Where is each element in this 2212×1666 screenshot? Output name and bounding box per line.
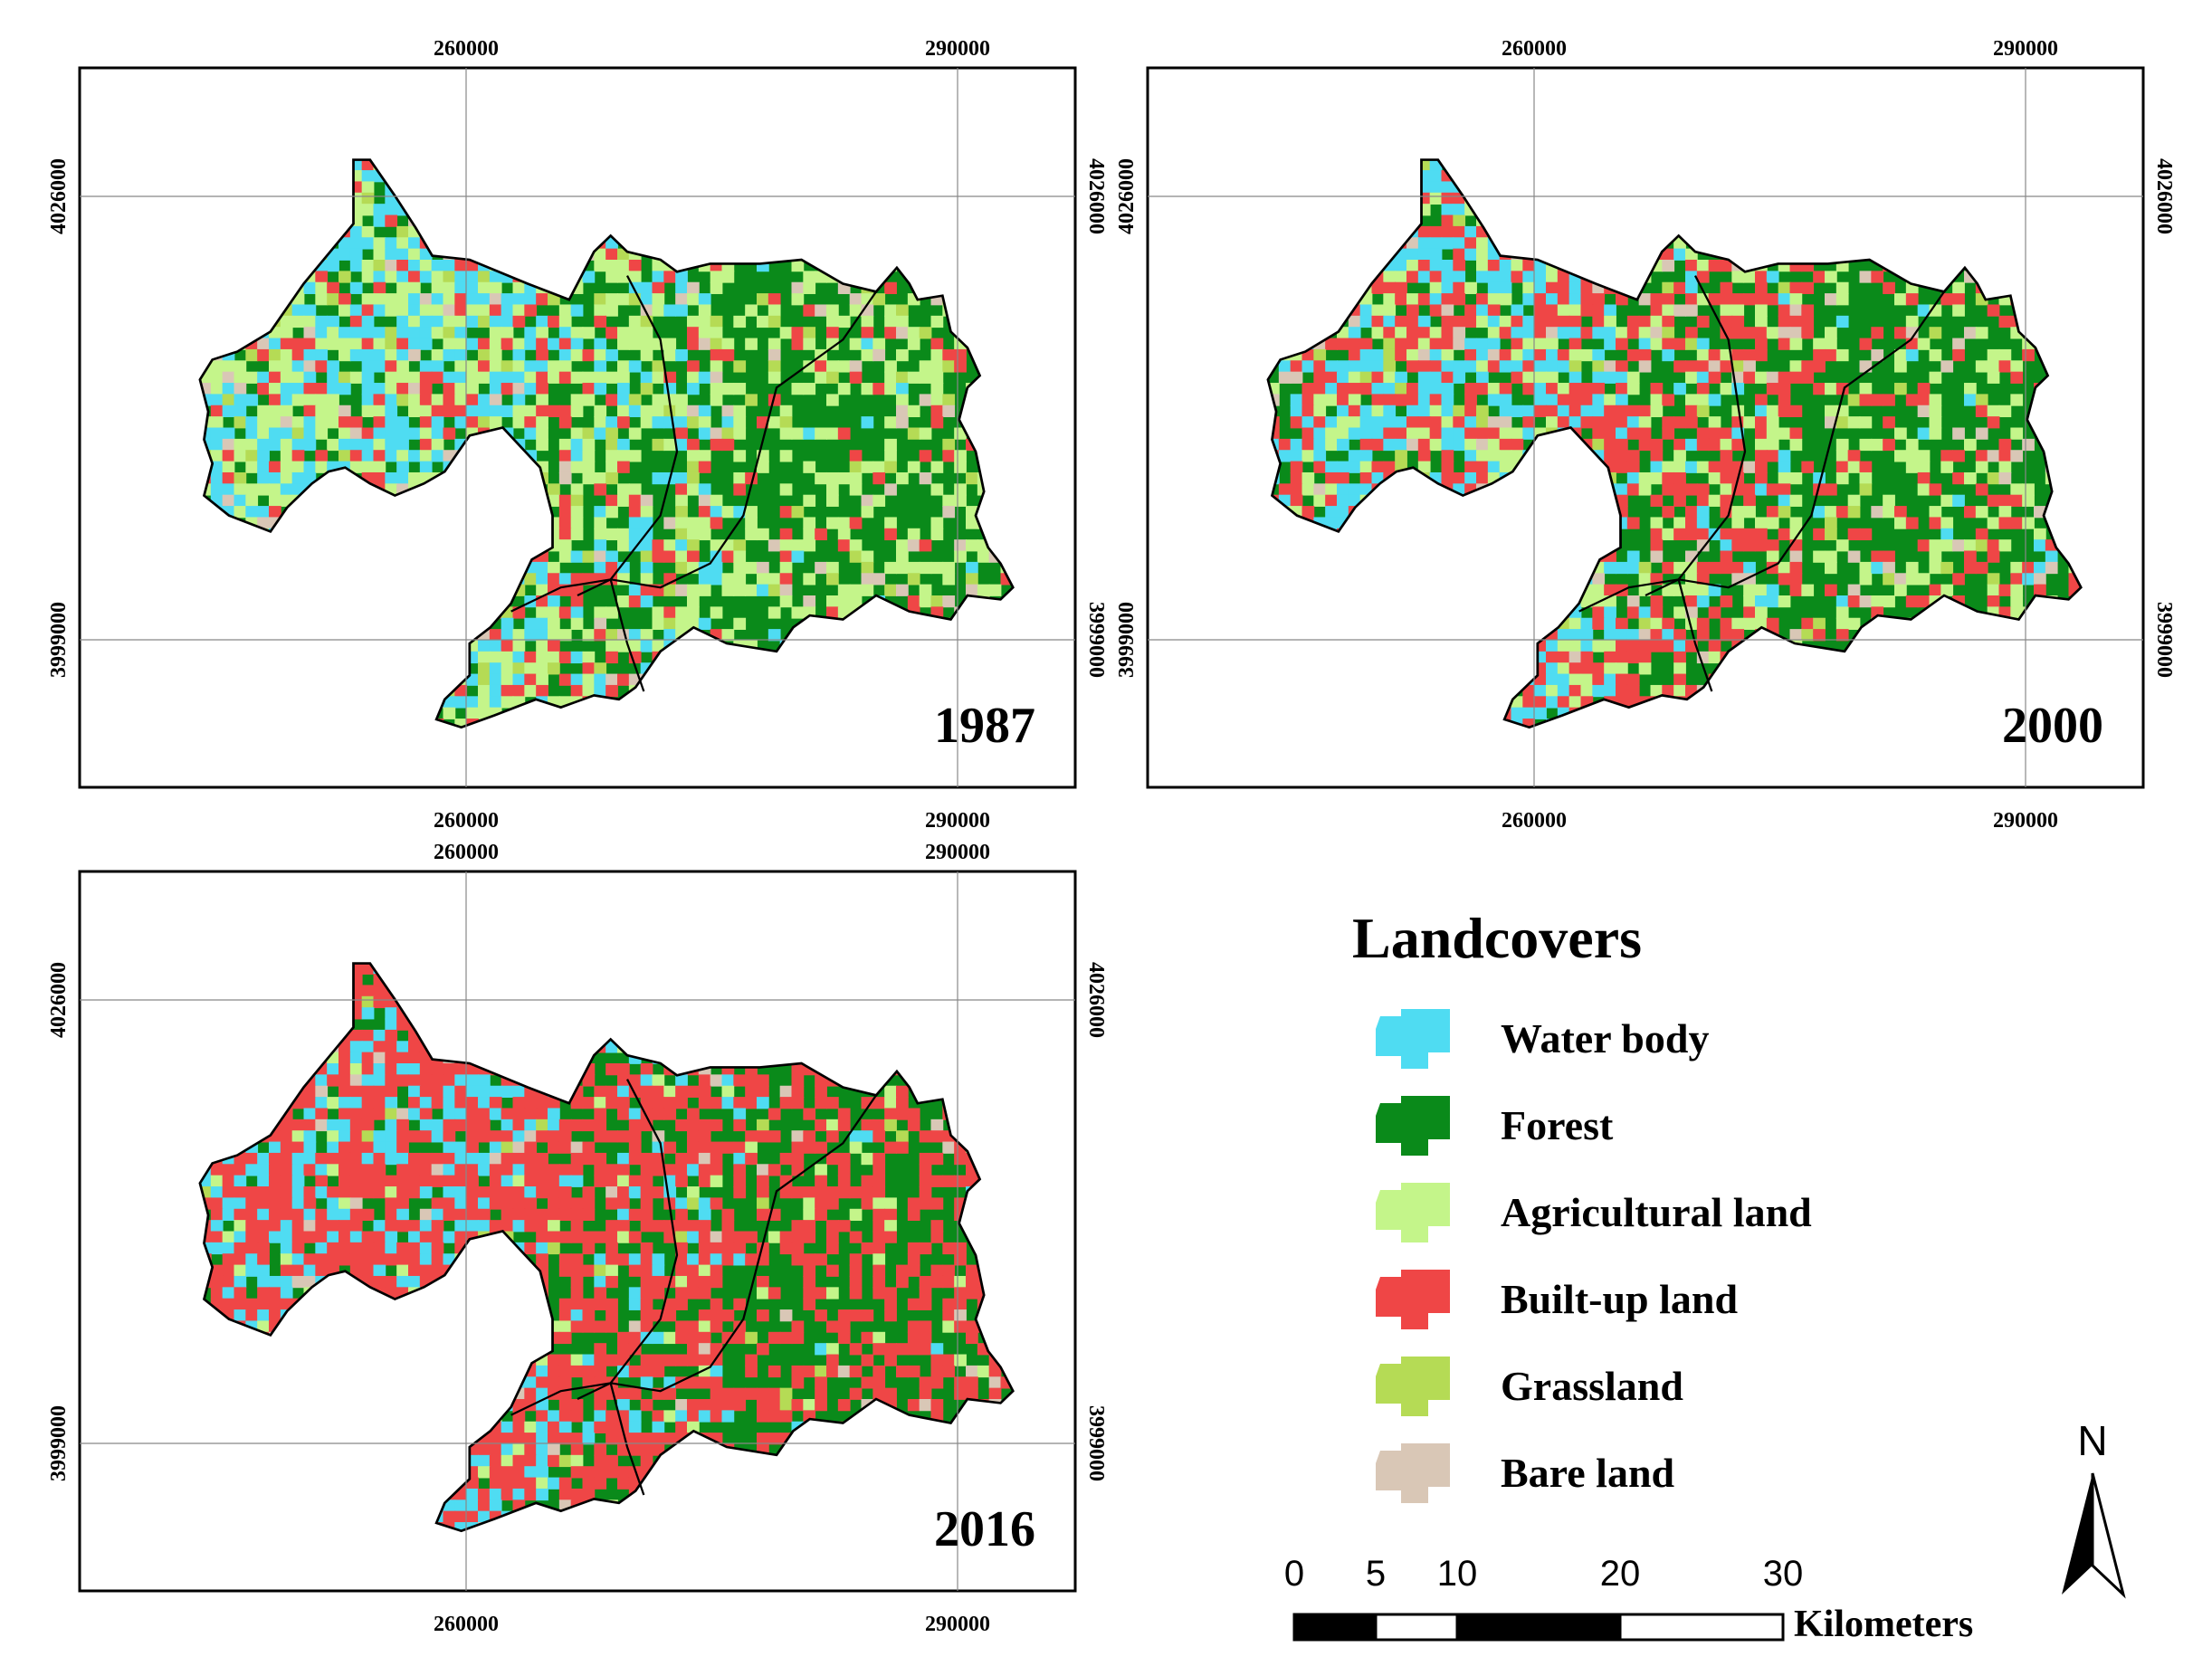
north-arrow: N: [2062, 1417, 2126, 1599]
y-coordinate-label: 3999000: [1115, 602, 1139, 678]
scale-unit-label: Kilometers: [1794, 1604, 1973, 1645]
x-coordinate-label: 260000: [434, 841, 499, 864]
map-year-label: 2000: [2002, 698, 2103, 754]
y-coordinate-label: 4026000: [47, 962, 71, 1038]
grassland-swatch-icon: [1376, 1357, 1450, 1416]
district-boundary: [610, 1094, 877, 1393]
district-boundary: [1645, 275, 1747, 596]
agricultural-land-swatch-icon: [1376, 1183, 1450, 1242]
y-coordinate-label: 4026000: [1084, 962, 1108, 1038]
x-coordinate-label: 260000: [434, 809, 499, 833]
legend-item: Forest: [1376, 1096, 1614, 1156]
scale-segment: [1618, 1613, 1785, 1642]
y-coordinate-label: 4026000: [2152, 158, 2176, 234]
legend-title: Landcovers: [1352, 906, 1642, 970]
x-coordinate-label: 290000: [925, 37, 990, 61]
map-year-label: 2016: [934, 1501, 1035, 1557]
legend-label: Grassland: [1501, 1363, 1683, 1409]
scale-segment: [1455, 1613, 1622, 1642]
legend-label: Built-up land: [1501, 1276, 1738, 1322]
legend-item: Agricultural land: [1376, 1183, 1812, 1242]
district-boundary: [610, 290, 877, 589]
forest-swatch-icon: [1376, 1096, 1450, 1156]
scale-tick-label: 20: [1600, 1554, 1641, 1594]
y-coordinate-label: 4026000: [1084, 158, 1108, 234]
x-coordinate-label: 290000: [1993, 809, 2058, 833]
legend-label: Forest: [1501, 1102, 1614, 1148]
scale-tick-label: 0: [1284, 1554, 1304, 1594]
district-boundary: [510, 1382, 645, 1496]
legend-label: Water body: [1501, 1015, 1709, 1061]
y-coordinate-label: 4026000: [1115, 158, 1139, 234]
scale-tick-label: 5: [1366, 1554, 1386, 1594]
legend-item: Water body: [1376, 1009, 1709, 1069]
bare-land-swatch-icon: [1376, 1443, 1450, 1503]
map-panel-2000: 260000 260000 290000 290000 4026000 4026000 39…: [1115, 37, 2176, 833]
x-coordinate-label: 290000: [925, 841, 990, 864]
water-body-swatch-icon: [1376, 1009, 1450, 1069]
x-coordinate-label: 290000: [925, 809, 990, 833]
y-coordinate-label: 3999000: [1084, 1405, 1108, 1481]
legend-label: Bare land: [1501, 1450, 1675, 1496]
y-coordinate-label: 3999000: [47, 602, 71, 678]
north-arrow-icon: [2062, 1473, 2093, 1595]
legend-item: Grassland: [1376, 1357, 1683, 1416]
x-coordinate-label: 260000: [1502, 37, 1567, 61]
legend-item: Bare land: [1376, 1443, 1675, 1503]
y-coordinate-label: 3999000: [2152, 602, 2176, 678]
north-arrow-icon: [2091, 1472, 2126, 1599]
district-boundary: [1578, 578, 1713, 692]
built-up-land-swatch-icon: [1376, 1270, 1450, 1329]
legend-item: Built-up land: [1376, 1270, 1738, 1329]
y-coordinate-label: 4026000: [47, 158, 71, 234]
legend: Landcovers Water body Forest Agricultural l…: [1352, 906, 1812, 1503]
x-coordinate-label: 290000: [925, 1613, 990, 1636]
map-panel-1987: 260000 260000 290000 290000 4026000 4026000 39…: [47, 37, 1108, 833]
district-boundary: [1678, 290, 1945, 589]
district-boundary: [577, 1079, 679, 1400]
district-boundary: [510, 578, 645, 692]
legend-label: Agricultural land: [1501, 1189, 1812, 1235]
scale-tick-label: 30: [1763, 1554, 1804, 1594]
y-coordinate-label: 3999000: [47, 1405, 71, 1481]
scale-segment: [1374, 1613, 1459, 1642]
north-label: N: [2077, 1417, 2107, 1464]
x-coordinate-label: 260000: [1502, 809, 1567, 833]
x-coordinate-label: 260000: [434, 37, 499, 61]
x-coordinate-label: 260000: [434, 1613, 499, 1636]
map-year-label: 1987: [934, 698, 1035, 754]
y-coordinate-label: 3999000: [1084, 602, 1108, 678]
scale-segment: [1292, 1613, 1378, 1642]
district-boundary: [577, 275, 679, 596]
map-panel-2016: 260000 260000 290000 290000 4026000 4026000 39…: [47, 841, 1108, 1636]
x-coordinate-label: 290000: [1993, 37, 2058, 61]
scale-bar: 0 5 10 20 30 Kilometers: [1284, 1554, 1973, 1645]
scale-tick-label: 10: [1437, 1554, 1478, 1594]
